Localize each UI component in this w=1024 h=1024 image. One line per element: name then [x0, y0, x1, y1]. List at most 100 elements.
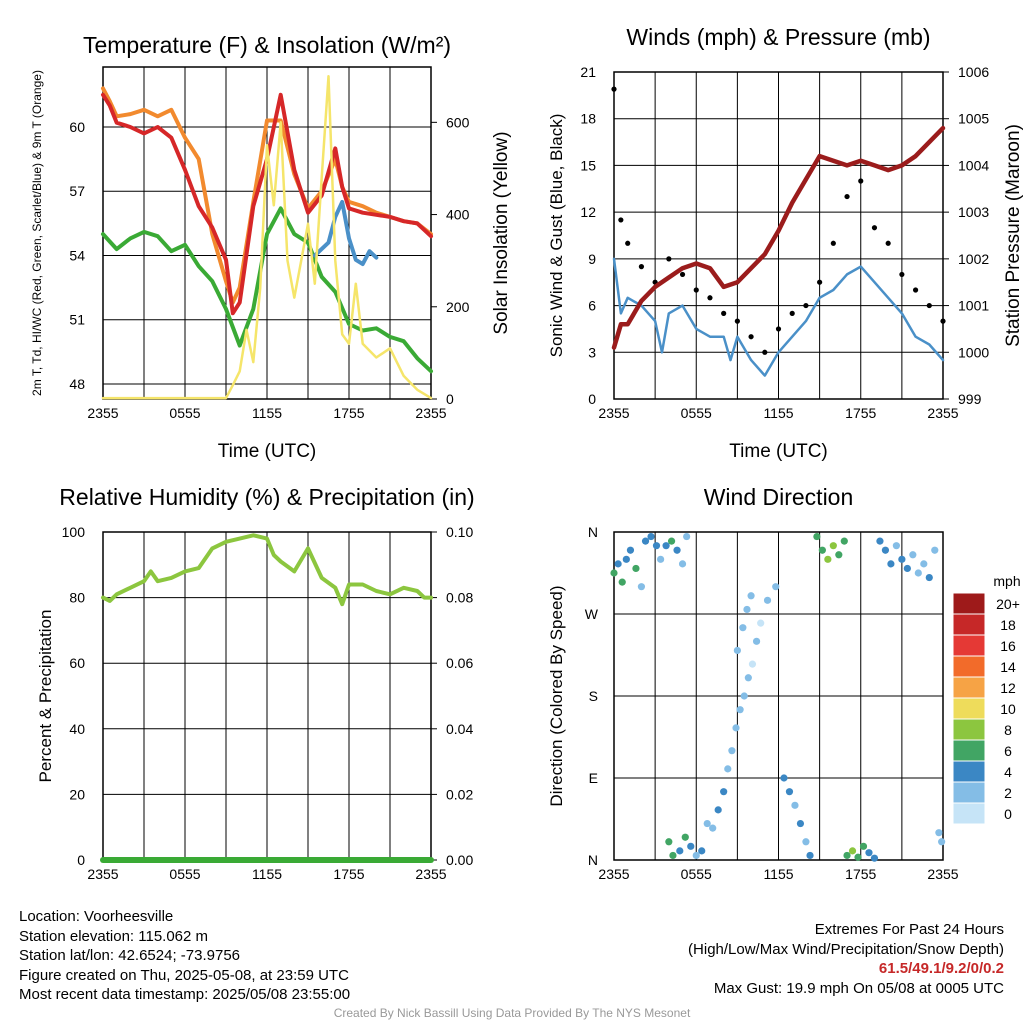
winds-gust-point	[844, 193, 850, 200]
winds-x-tick-label: 1155	[763, 405, 793, 421]
direction-point	[859, 842, 868, 850]
legend-swatch	[952, 592, 986, 615]
winds-y-right-tick-label: 1000	[958, 344, 989, 360]
direction-point	[736, 706, 744, 714]
legend-label: 18	[1000, 617, 1016, 633]
humidity-x-tick-label: 2355	[415, 866, 446, 882]
direction-point	[870, 854, 879, 862]
direction-point	[618, 578, 626, 586]
winds-gust-point	[734, 318, 740, 324]
legend-swatch	[952, 781, 986, 804]
humidity-x-tick-label: 2355	[87, 866, 118, 882]
winds-y-left-tick-label: 15	[580, 157, 596, 173]
temperature-x-tick-label: 0555	[169, 405, 200, 421]
location-text: Location: Voorheesville	[19, 908, 174, 925]
temperature-temp9m-series-line	[101, 86, 433, 305]
direction-point	[829, 542, 837, 550]
winds-y-left-tick-label: 18	[580, 111, 596, 127]
direction-point	[914, 569, 922, 577]
direction-x-tick-label: 2355	[927, 866, 958, 882]
winds-gust-point	[899, 271, 905, 278]
direction-x-tick-label: 0555	[681, 866, 712, 882]
direction-point	[748, 660, 757, 668]
legend-swatch	[952, 802, 986, 825]
temperature-x-axis-label: Time (UTC)	[218, 441, 317, 462]
legend-swatch	[952, 613, 986, 636]
humidity-x-tick-label: 1755	[333, 866, 364, 882]
direction-point	[665, 838, 673, 846]
direction-point	[824, 555, 832, 563]
winds-gust-point	[679, 271, 686, 278]
winds-x-tick-label: 2355	[927, 405, 958, 421]
direction-point	[876, 537, 884, 545]
winds-y-right-label: Station Pressure (Maroon)	[1003, 124, 1024, 347]
elevation-text: Station elevation: 115.062 m	[19, 927, 209, 945]
direction-point	[898, 555, 906, 563]
direction-point	[626, 546, 635, 554]
winds-gust-point	[817, 279, 823, 285]
winds-x-tick-label: 1755	[845, 405, 876, 421]
direction-point	[763, 596, 772, 604]
winds-y-right-tick-label: 1001	[958, 298, 989, 314]
direction-point	[818, 546, 826, 554]
extremes-title: Extremes For Past 24 Hours	[814, 921, 1004, 938]
credit-text: Created By Nick Bassill Using Data Provi…	[333, 1006, 691, 1020]
direction-point	[865, 849, 873, 857]
direction-point	[673, 546, 681, 554]
winds-y-right-tick-label: 1005	[958, 111, 989, 127]
winds-pressure-series-line	[611, 125, 946, 350]
direction-point	[692, 851, 700, 860]
direction-x-tick-label: 2355	[598, 866, 629, 882]
max-gust-text: Max Gust: 19.9 mph On 05/08 at 0005 UTC	[713, 979, 1004, 997]
direction-point	[747, 592, 755, 600]
legend-label: 0	[1004, 806, 1012, 822]
humidity-y-left-tick-label: 20	[69, 786, 85, 802]
direction-point	[698, 847, 706, 855]
direction-point	[802, 838, 810, 846]
direction-point	[909, 551, 917, 559]
extremes-values: 61.5/49.1/9.2/0/0.2	[878, 960, 1004, 977]
station-info: Location: Voorheesville Station elevatio…	[19, 907, 350, 1005]
latlon-text: Station lat/lon: 42.6524; -73.9756	[19, 947, 241, 964]
direction-point	[720, 788, 728, 796]
legend-swatch	[952, 676, 986, 699]
legend-label: 14	[1000, 659, 1016, 675]
legend-label: 10	[1000, 701, 1016, 717]
direction-point	[703, 819, 711, 828]
direction-point	[739, 624, 747, 632]
recent-timestamp-text: Most recent data timestamp: 2025/05/08 2…	[19, 986, 351, 1003]
winds-gust-point	[858, 178, 864, 184]
legend-label: 16	[1000, 638, 1016, 654]
winds-gust-point	[762, 349, 768, 355]
humidity-y-right-tick-label: 0.04	[446, 721, 473, 737]
direction-point	[772, 583, 780, 591]
winds-gust-point	[611, 86, 617, 92]
winds-gust-point	[775, 326, 782, 332]
temperature-y-left-label: 2m T, Td, HI/WC (Red, Green, Scarlet/Blu…	[30, 70, 44, 396]
humidity-y-right-tick-label: 0.10	[446, 524, 473, 540]
winds-y-left-tick-label: 9	[588, 251, 596, 267]
humidity-y-left-label: Percent & Precipitation	[36, 610, 55, 783]
humidity-y-left-tick-label: 60	[69, 655, 85, 671]
extremes-info: Extremes For Past 24 Hours (High/Low/Max…	[688, 920, 1004, 998]
direction-point	[622, 555, 630, 563]
direction-point	[935, 829, 943, 837]
direction-point	[732, 724, 740, 732]
direction-point	[637, 583, 646, 591]
direction-point	[881, 546, 890, 554]
winds-y-left-tick-label: 0	[588, 391, 596, 407]
legend-swatch	[952, 634, 986, 657]
direction-point	[740, 692, 748, 700]
direction-point	[652, 542, 661, 550]
winds-gust-point	[830, 240, 836, 246]
direction-point	[813, 532, 821, 541]
temperature-x-tick-label: 1755	[333, 405, 364, 421]
winds-y-right-tick-label: 1004	[958, 157, 989, 173]
temperature-y-right-tick-label: 0	[446, 391, 454, 407]
direction-y-left-label: Direction (Colored By Speed)	[547, 585, 566, 806]
direction-point	[903, 564, 911, 573]
direction-point	[709, 824, 717, 832]
winds-gust-point	[789, 310, 795, 316]
direction-title: Wind Direction	[704, 484, 854, 510]
